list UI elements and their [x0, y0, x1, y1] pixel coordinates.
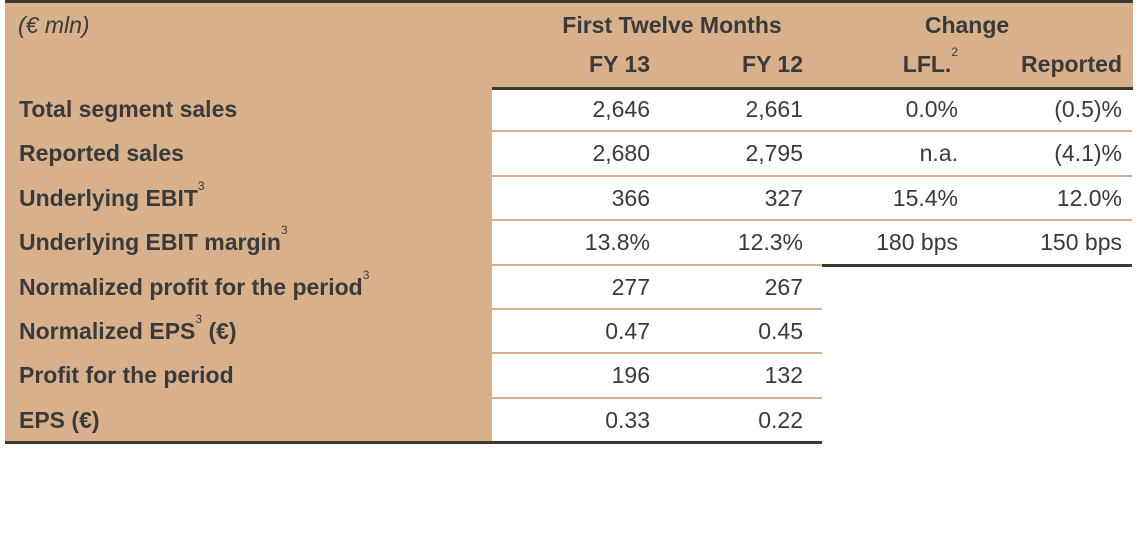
group-header: First Twelve Months	[562, 12, 782, 38]
cell: 0.47	[605, 318, 650, 344]
cell: 366	[611, 184, 650, 211]
cell: 2,795	[745, 140, 803, 167]
row-label: Reported sales	[19, 131, 184, 175]
row-divider	[492, 174, 822, 177]
cell: 15.4%	[892, 184, 958, 211]
column-label: FY 13	[589, 51, 650, 77]
column-header: FY 12	[742, 42, 803, 86]
row-divider	[492, 130, 822, 133]
label-suffix: (€)	[202, 318, 237, 344]
cell: 267	[764, 273, 803, 300]
row-label: Total segment sales	[19, 87, 237, 131]
cell: 327	[764, 184, 803, 211]
unit-label: (€ mln)	[18, 12, 90, 38]
footnote-mark: 3	[280, 223, 288, 238]
row-divider	[492, 352, 822, 355]
cell: 132	[764, 362, 803, 389]
row-divider	[492, 396, 822, 399]
cell: 2,646	[592, 96, 650, 122]
row-divider	[5, 441, 822, 445]
cell: 0.0%	[905, 96, 958, 122]
row-label: Underlying EBIT margin3	[19, 220, 288, 264]
footnote-mark: 3	[197, 178, 205, 193]
row-divider	[492, 263, 822, 266]
row-label: Underlying EBIT3	[19, 176, 205, 220]
label-text: EPS (€)	[19, 406, 100, 433]
cell: 0.22	[758, 406, 803, 433]
cell: 180 bps	[876, 229, 958, 256]
label-column-bg	[5, 87, 492, 442]
row-divider	[492, 308, 822, 310]
cell: 0.33	[605, 406, 650, 433]
label-text: Normalized profit for the period	[19, 273, 363, 300]
label-text: Total segment sales	[19, 96, 238, 122]
row-label: Normalized profit for the period3	[19, 265, 369, 309]
cell: 13.8%	[584, 229, 650, 256]
column-label: LFL.	[902, 51, 952, 77]
footnote-mark: 3	[195, 312, 203, 326]
label-text: Reported sales	[19, 140, 184, 167]
cell: 277	[611, 273, 650, 300]
label-text: Profit for the period	[19, 362, 234, 389]
cell: 196	[611, 362, 650, 389]
cell: 12.0%	[1056, 184, 1122, 211]
column-label: FY 12	[742, 51, 803, 77]
column-header: Reported	[1021, 42, 1122, 86]
row-label: EPS (€)	[19, 398, 100, 442]
cell: 150 bps	[1040, 229, 1122, 256]
cell: 2,661	[745, 96, 803, 122]
group-header: Change	[924, 12, 1010, 38]
footnote-mark: 2	[951, 45, 958, 59]
footnote-mark: 3	[362, 267, 370, 282]
row-label: Normalized EPS3 (€)	[19, 309, 237, 353]
label-text: Normalized EPS	[19, 318, 196, 344]
row-divider	[822, 219, 1132, 222]
cell: 0.45	[758, 318, 803, 344]
column-label: Reported	[1021, 51, 1122, 77]
label-text: Underlying EBIT	[19, 184, 198, 211]
header-bg	[5, 0, 1133, 90]
row-divider	[822, 130, 1132, 133]
row-label: Profit for the period	[19, 353, 234, 397]
row-divider	[822, 174, 1132, 177]
column-header: FY 13	[589, 42, 650, 86]
label-text: Underlying EBIT margin	[19, 229, 281, 256]
row-divider	[822, 263, 1132, 267]
column-header: LFL.2	[903, 42, 958, 86]
cell: 2,680	[592, 140, 650, 167]
cell: n.a.	[919, 140, 958, 167]
cell: 12.3%	[737, 229, 803, 256]
row-divider	[492, 219, 822, 222]
cell: (4.1)%	[1054, 140, 1122, 167]
cell: (0.5)%	[1054, 96, 1122, 122]
